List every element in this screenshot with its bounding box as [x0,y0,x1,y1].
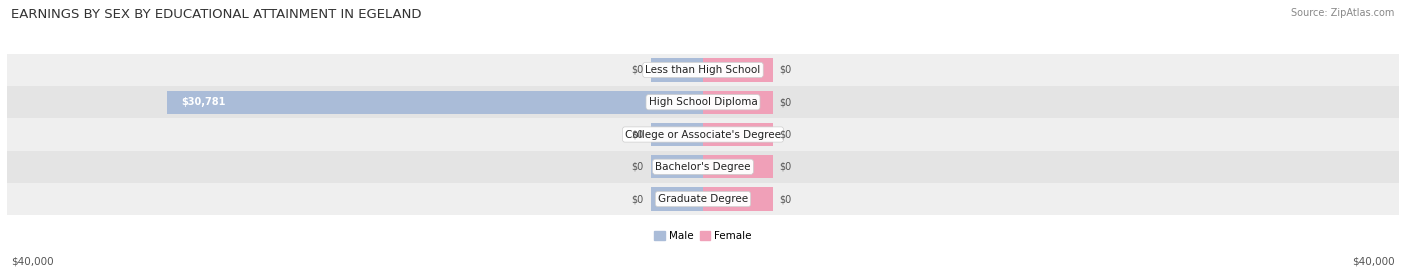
Bar [7,54,1399,86]
Text: $30,781: $30,781 [181,97,226,107]
Bar [651,123,703,146]
Bar [651,155,703,178]
Bar [7,183,1399,215]
Text: High School Diploma: High School Diploma [648,97,758,107]
Bar [703,91,773,114]
Bar [703,155,773,178]
Bar [7,151,1399,183]
Text: $0: $0 [779,194,792,204]
Bar [167,91,703,114]
Text: Bachelor's Degree: Bachelor's Degree [655,162,751,172]
Text: $0: $0 [779,65,792,75]
Text: $0: $0 [779,129,792,140]
Text: $0: $0 [631,129,644,140]
Bar [651,58,703,82]
Bar [703,123,773,146]
Text: $0: $0 [779,97,792,107]
Text: EARNINGS BY SEX BY EDUCATIONAL ATTAINMENT IN EGELAND: EARNINGS BY SEX BY EDUCATIONAL ATTAINMEN… [11,8,422,21]
Bar [7,86,1399,118]
Bar [7,118,1399,151]
Text: Less than High School: Less than High School [645,65,761,75]
Text: $0: $0 [631,194,644,204]
Text: $0: $0 [631,162,644,172]
Bar [703,58,773,82]
Bar [651,187,703,211]
Text: Source: ZipAtlas.com: Source: ZipAtlas.com [1291,8,1395,18]
Text: $40,000: $40,000 [11,256,53,266]
Text: Graduate Degree: Graduate Degree [658,194,748,204]
Text: $0: $0 [631,65,644,75]
Legend: Male, Female: Male, Female [650,227,756,246]
Text: $0: $0 [779,162,792,172]
Text: $40,000: $40,000 [1353,256,1395,266]
Text: College or Associate's Degree: College or Associate's Degree [626,129,780,140]
Bar [703,187,773,211]
